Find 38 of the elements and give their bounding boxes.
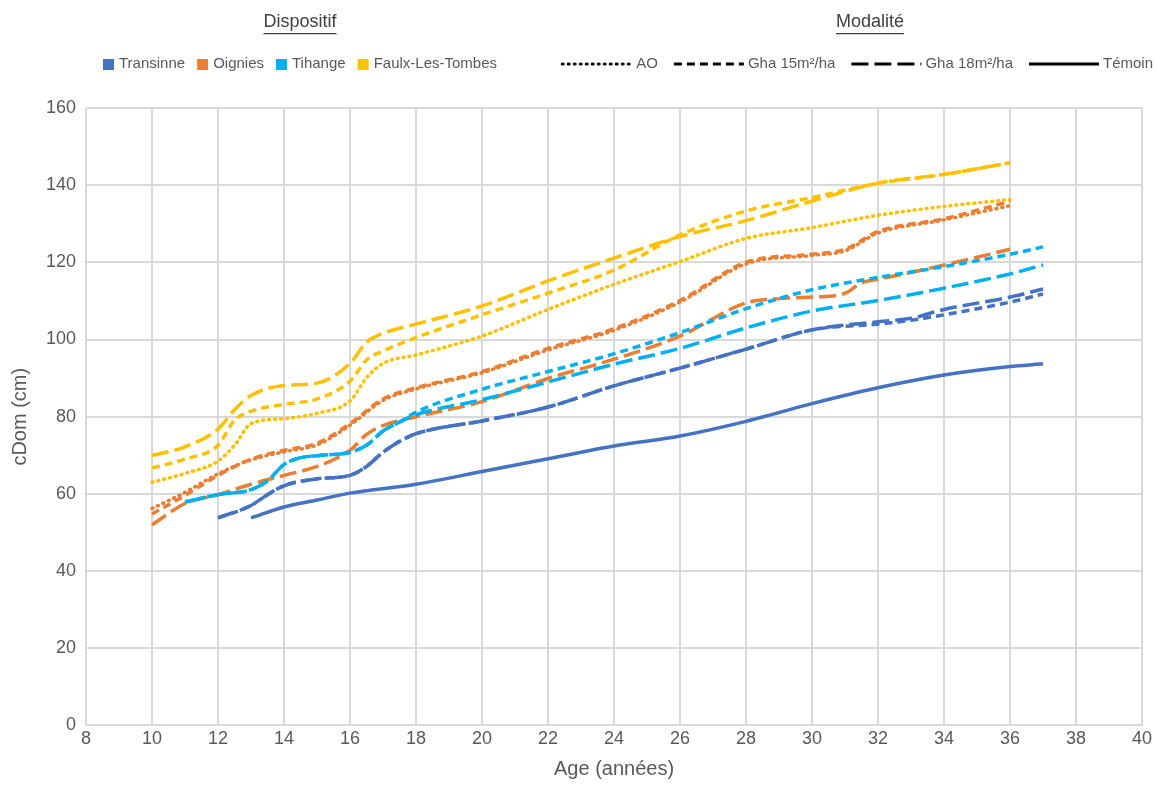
x-tick-label: 8 <box>81 728 92 749</box>
legend-label: Tihange <box>291 54 346 72</box>
y-tick-label: 0 <box>66 714 77 735</box>
x-axis-title: Age (années) <box>553 756 675 779</box>
y-tick-label: 80 <box>56 405 77 426</box>
x-tick-label: 22 <box>538 728 559 749</box>
y-tick-label: 160 <box>45 96 77 117</box>
y-tick-label: 140 <box>45 174 77 195</box>
text: Dispositif <box>263 10 337 31</box>
legend-label: Faulx-Les-Tombes <box>373 54 498 72</box>
text: Modalité <box>835 10 905 31</box>
legend-label: Gha 15m²/ha <box>747 54 837 72</box>
legend-label: Gha 18m²/ha <box>925 54 1014 72</box>
x-tick-label: 28 <box>736 728 757 749</box>
x-tick-label: 32 <box>867 728 889 749</box>
x-tick-label: 38 <box>1065 728 1087 749</box>
y-tick-label: 100 <box>45 328 77 349</box>
x-tick-label: 20 <box>472 728 493 749</box>
y-axis-title: cDom (cm) <box>7 367 30 466</box>
y-tick-label: 60 <box>56 482 77 503</box>
y-tick-label: 40 <box>56 560 77 581</box>
y-tick-label: 120 <box>45 251 77 272</box>
x-tick-label: 10 <box>142 728 163 749</box>
x-tick-label: 24 <box>604 728 625 749</box>
legend-label: AO <box>636 54 658 72</box>
x-tick-label: 12 <box>208 728 229 749</box>
x-tick-label: 14 <box>274 728 295 749</box>
x-tick-label: 36 <box>999 728 1021 749</box>
legend-label: Oignies <box>213 54 264 72</box>
x-tick-label: 40 <box>1131 728 1153 749</box>
x-tick-label: 34 <box>933 728 955 749</box>
x-tick-label: 18 <box>406 728 427 749</box>
legend-label: Témoin <box>1102 54 1154 72</box>
y-tick-label: 20 <box>56 637 77 658</box>
x-tick-label: 16 <box>340 728 361 749</box>
legend-label: Transinne <box>118 54 186 72</box>
x-tick-label: 30 <box>801 728 823 749</box>
x-tick-label: 26 <box>670 728 691 749</box>
